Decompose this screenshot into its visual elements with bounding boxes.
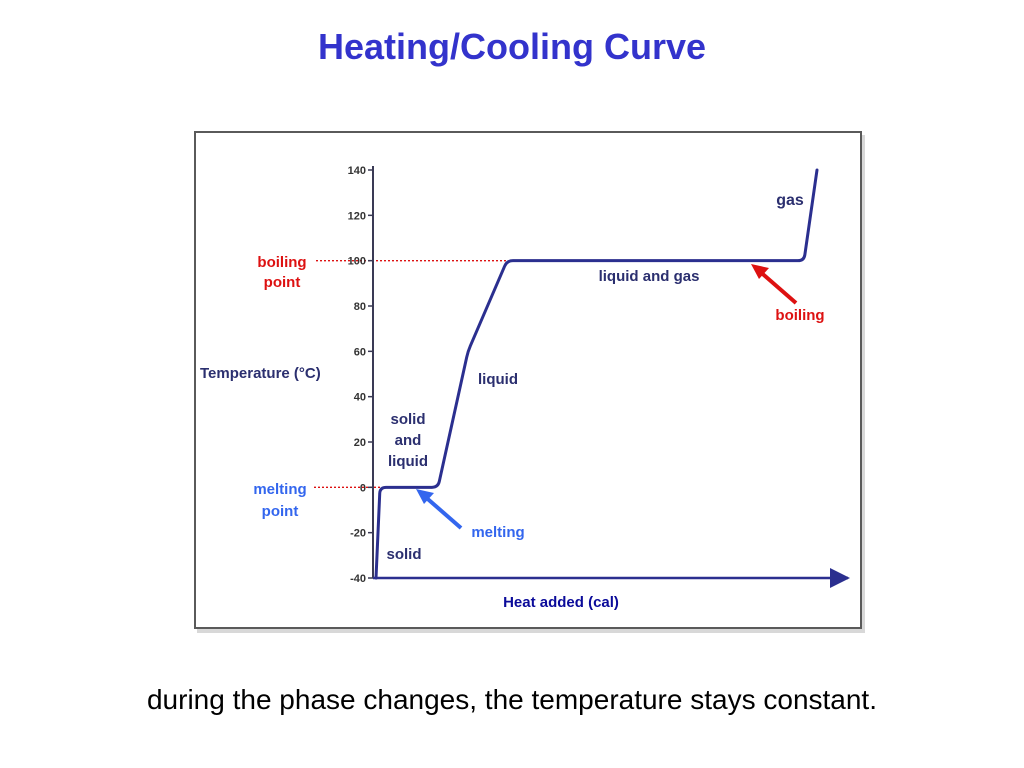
phase-label-gas: gas — [776, 192, 804, 209]
caption: during the phase changes, the temperatur… — [146, 684, 877, 715]
y-tick-label: 40 — [354, 392, 366, 404]
boiling-arrow-head — [751, 264, 769, 279]
y-tick-label: -20 — [350, 528, 366, 540]
boiling-arrow — [755, 267, 798, 305]
melting-arrow-head — [416, 489, 434, 504]
boiling-annotation: boiling — [775, 307, 824, 324]
heating-curve-chart: -40 -20 0 20 40 60 80 100 120 140 boiling point mel… — [200, 165, 850, 611]
y-tick-label: 80 — [354, 301, 366, 313]
boiling-point-label: point — [264, 274, 301, 291]
x-axis-title: Heat added (cal) — [503, 594, 619, 611]
y-tick-label: 120 — [348, 210, 366, 222]
boiling-point-label: boiling — [257, 254, 306, 271]
y-tick-label: 100 — [348, 256, 366, 268]
phase-label-solid-and-liquid: liquid — [388, 453, 428, 470]
y-tick-label: 60 — [354, 346, 366, 358]
phase-label-solid: solid — [386, 546, 421, 563]
y-tick-label: 0 — [360, 482, 366, 494]
y-axis-title: Temperature (°C) — [200, 365, 321, 382]
slide-title: Heating/Cooling Curve — [317, 26, 707, 67]
phase-label-solid-and-liquid: and — [395, 432, 422, 449]
melting-point-label: melting — [253, 481, 306, 498]
melting-annotation: melting — [471, 524, 524, 541]
melting-point-label: point — [262, 503, 299, 520]
y-tick-label: 20 — [354, 437, 366, 449]
melting-arrow — [420, 492, 463, 530]
y-tick-label: -40 — [350, 573, 366, 585]
y-tick-label: 140 — [348, 165, 366, 177]
phase-label-liquid: liquid — [478, 371, 518, 388]
phase-label-liquid-and-gas: liquid and gas — [599, 268, 700, 285]
phase-label-solid-and-liquid: solid — [390, 411, 425, 428]
chart-frame: -40 -20 0 20 40 60 80 100 120 140 boiling point mel… — [194, 131, 862, 629]
heating-curve-line — [374, 168, 819, 580]
